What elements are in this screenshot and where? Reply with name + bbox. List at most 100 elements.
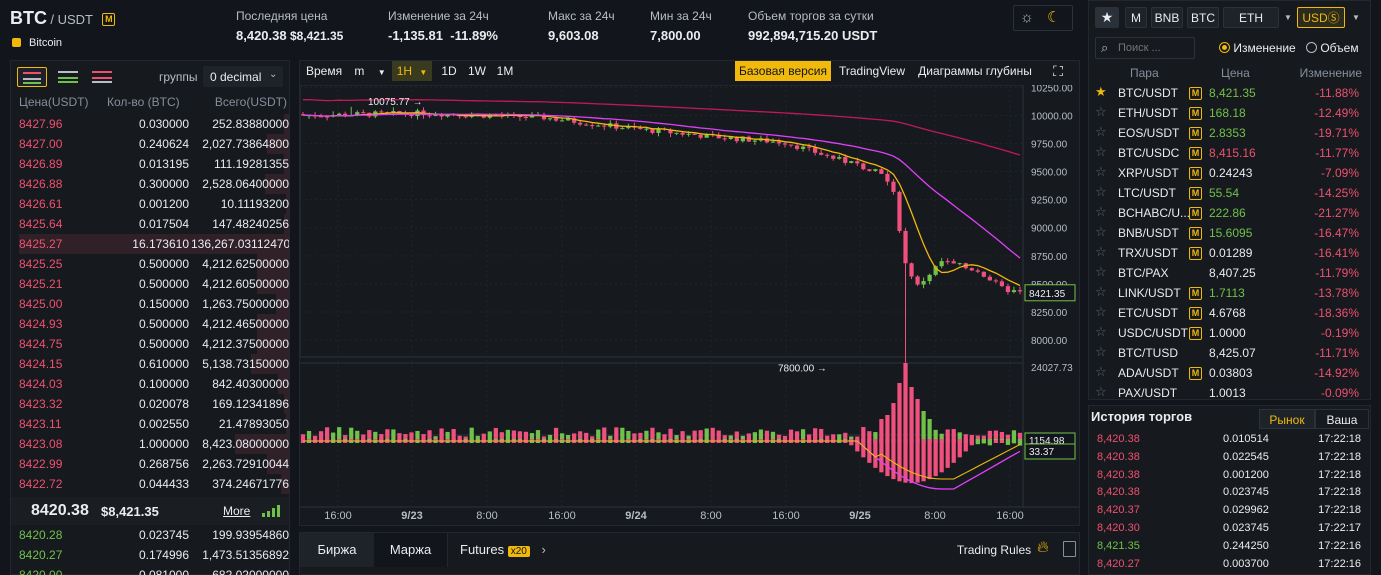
market-tab-usd[interactable]: USDⓈ	[1297, 7, 1345, 28]
bids-view-icon[interactable]	[53, 67, 83, 87]
star-outline-icon[interactable]: ☆	[1095, 184, 1107, 199]
pair-row[interactable]: ☆ PAX/USDT 1.0013 -0.09%	[1089, 383, 1369, 399]
ask-row[interactable]: 8425.64 0.017504 147.48240256	[11, 214, 289, 234]
ask-row[interactable]: 8424.75 0.500000 4,212.37500000	[11, 334, 289, 354]
view-tradingview-button[interactable]: TradingView	[838, 64, 906, 78]
interval-1d[interactable]: 1D	[441, 64, 457, 78]
star-filled-icon[interactable]: ★	[1095, 84, 1107, 99]
pair-row[interactable]: ☆ ETC/USDT M 4.6768 -18.36%	[1089, 303, 1369, 323]
pair-row[interactable]: ☆ LTC/USDT M 55.54 -14.25%	[1089, 183, 1369, 203]
ask-row[interactable]: 8423.11 0.002550 21.47893050	[11, 414, 289, 434]
pair-row[interactable]: ★ BTC/USDT M 8,421.35 -11.88%	[1089, 83, 1369, 103]
tab-margin[interactable]: Маржа	[374, 533, 448, 567]
ask-row[interactable]: 8425.00 0.150000 1,263.75000000	[11, 294, 289, 314]
star-outline-icon[interactable]: ☆	[1095, 324, 1107, 339]
more-link[interactable]: More	[223, 504, 251, 518]
pair-row[interactable]: ☆ USDC/USDT M 1.0000 -0.19%	[1089, 323, 1369, 343]
tab-exchange[interactable]: Биржа	[300, 533, 374, 567]
bid-row[interactable]: 8420.27 0.174996 1,473.51356892	[11, 545, 289, 565]
ask-row[interactable]: 8423.32 0.020078 169.12341896	[11, 394, 289, 414]
ask-row[interactable]: 8422.99 0.268756 2,263.72910044	[11, 454, 289, 474]
sun-icon[interactable]: ☼	[1020, 9, 1034, 26]
star-outline-icon[interactable]: ☆	[1095, 304, 1107, 319]
pair-row[interactable]: ☆ BTC/PAX 8,407.25 -11.79%	[1089, 263, 1369, 283]
star-outline-icon[interactable]: ☆	[1095, 204, 1107, 219]
radio-change[interactable]: Изменение	[1219, 41, 1296, 55]
trading-rules-link[interactable]: Trading Rules	[956, 543, 1032, 557]
tab-futures[interactable]: Futures x20 ›	[460, 533, 560, 567]
bid-row[interactable]: 8420.28 0.023745 199.93954860	[11, 525, 289, 545]
star-outline-icon[interactable]: ☆	[1095, 244, 1107, 259]
star-outline-icon[interactable]: ☆	[1095, 344, 1107, 359]
interval-1w[interactable]: 1W	[468, 64, 486, 78]
favorites-star-icon[interactable]: ★	[1095, 7, 1119, 28]
fullscreen-icon[interactable]: ⛶	[1053, 63, 1063, 79]
pair-row[interactable]: ☆ BTC/TUSD 8,425.07 -11.71%	[1089, 343, 1369, 363]
bid-qty: 0.081000	[138, 568, 189, 575]
ask-row[interactable]: 8426.89 0.013195 111.19281355	[11, 154, 289, 174]
view-depth-button[interactable]: Диаграммы глубины	[918, 64, 1032, 78]
market-tab-bnb[interactable]: BNB	[1151, 7, 1183, 28]
star-outline-icon[interactable]: ☆	[1095, 364, 1107, 379]
ask-row[interactable]: 8426.61 0.001200 10.11193200	[11, 194, 289, 214]
pair-row[interactable]: ☆ BNB/USDT M 15.6095 -16.47%	[1089, 223, 1369, 243]
pair-row[interactable]: ☆ TRX/USDT M 0.01289 -16.41%	[1089, 243, 1369, 263]
macd-label: 33.37	[1029, 447, 1054, 458]
market-tab-m[interactable]: M	[1125, 7, 1147, 28]
pair-row[interactable]: ☆ ETH/USDT M 168.18 -12.49%	[1089, 103, 1369, 123]
star-outline-icon[interactable]: ☆	[1095, 224, 1107, 239]
star-outline-icon[interactable]: ☆	[1095, 124, 1107, 139]
ask-row[interactable]: 8423.08 1.000000 8,423.08000000	[11, 434, 289, 454]
ask-row[interactable]: 8424.15 0.610000 5,138.73150000	[11, 354, 289, 374]
pair-price: 0.03803	[1209, 366, 1253, 380]
col-price[interactable]: Цена	[1221, 66, 1250, 80]
star-outline-icon[interactable]: ☆	[1095, 264, 1107, 279]
pair-row[interactable]: ☆ ADA/USDT M 0.03803 -14.92%	[1089, 363, 1369, 383]
both-sides-view-icon[interactable]	[17, 67, 47, 87]
radio-volume[interactable]: Объем	[1306, 41, 1359, 55]
interval-minutes-select[interactable]: m ▼	[350, 61, 390, 81]
view-basic-button[interactable]: Базовая версия	[735, 61, 831, 81]
search-box[interactable]: ⌕	[1095, 37, 1195, 59]
pair-row[interactable]: ☆ XRP/USDT M 0.24243 -7.09%	[1089, 163, 1369, 183]
star-outline-icon[interactable]: ☆	[1095, 284, 1107, 299]
ask-row[interactable]: 8424.93 0.500000 4,212.46500000	[11, 314, 289, 334]
market-tab-btc[interactable]: BTC	[1187, 7, 1219, 28]
decimal-select[interactable]: 0 decimal ⌄	[203, 66, 283, 87]
caret-down-icon[interactable]: ▼	[1352, 13, 1360, 22]
pair-row[interactable]: ☆ LINK/USDT M 1.7113 -13.78%	[1089, 283, 1369, 303]
tab-my-trades[interactable]: Ваша	[1315, 409, 1369, 429]
price-chart[interactable]: 10250.00 10000.00 9750.00 9500.00 9250.00 900…	[300, 85, 1079, 525]
tab-market-trades[interactable]: Рынок	[1259, 409, 1315, 429]
star-outline-icon[interactable]: ☆	[1095, 384, 1107, 399]
pair-row[interactable]: ☆ EOS/USDT M 2.8353 -19.71%	[1089, 123, 1369, 143]
col-change[interactable]: Изменение	[1299, 66, 1362, 80]
pair-title[interactable]: BTC / USDT M	[10, 8, 116, 29]
col-pair[interactable]: Пара	[1130, 66, 1159, 80]
search-input[interactable]	[1118, 40, 1192, 56]
calculator-icon[interactable]	[1063, 541, 1076, 557]
star-outline-icon[interactable]: ☆	[1095, 104, 1107, 119]
pair-row[interactable]: ☆ BCHABC/U... M 222.86 -21.27%	[1089, 203, 1369, 223]
coin-name[interactable]: Bitcoin	[12, 37, 62, 49]
ask-total: 2,528.06400000	[202, 177, 289, 191]
candle-body	[686, 133, 691, 135]
ask-row[interactable]: 8427.96 0.030000 252.83880000	[11, 114, 289, 134]
market-tab-eth[interactable]: ETH	[1223, 7, 1279, 28]
caret-down-icon[interactable]: ▼	[1284, 13, 1292, 22]
asks-view-icon[interactable]	[87, 67, 117, 87]
ask-row[interactable]: 8427.00 0.240624 2,027.73864800	[11, 134, 289, 154]
star-outline-icon[interactable]: ☆	[1095, 144, 1107, 159]
bid-row[interactable]: 8420.00 0.081000 682.02000000	[11, 565, 289, 575]
ask-row[interactable]: 8422.72 0.044433 374.24671776	[11, 474, 289, 494]
ask-row[interactable]: 8425.21 0.500000 4,212.60500000	[11, 274, 289, 294]
moon-icon[interactable]: ☾	[1047, 9, 1061, 26]
ask-row[interactable]: 8425.27 16.173610 136,267.03112470	[11, 234, 289, 254]
interval-1m[interactable]: 1M	[496, 64, 514, 78]
ask-row[interactable]: 8426.88 0.300000 2,528.06400000	[11, 174, 289, 194]
star-outline-icon[interactable]: ☆	[1095, 164, 1107, 179]
ask-row[interactable]: 8425.25 0.500000 4,212.62500000	[11, 254, 289, 274]
interval-1h[interactable]: 1H ▼	[392, 61, 432, 81]
pair-row[interactable]: ☆ BTC/USDC M 8,415.16 -11.77%	[1089, 143, 1369, 163]
ask-row[interactable]: 8424.03 0.100000 842.40300000	[11, 374, 289, 394]
